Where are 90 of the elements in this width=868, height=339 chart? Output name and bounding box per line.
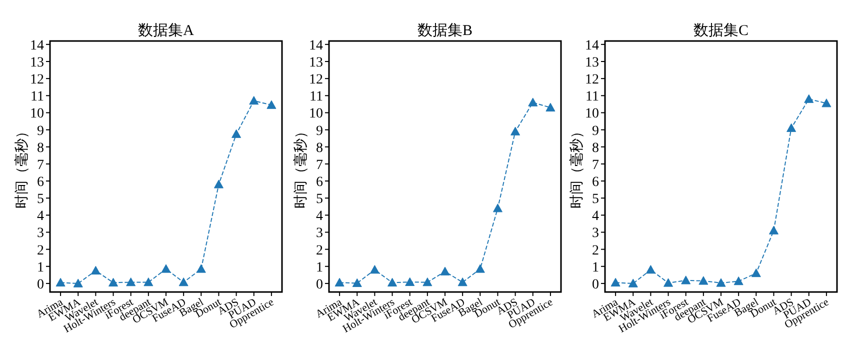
chart-title: 数据集A (138, 22, 194, 39)
chart-title: 数据集C (693, 22, 749, 39)
y-tick-label: 12 (30, 72, 44, 88)
y-tick-label: 3 (592, 226, 599, 242)
point (786, 123, 796, 132)
point (475, 264, 485, 273)
y-axis-title: 时间（毫秒） (569, 124, 585, 208)
y-tick-label: 0 (316, 277, 323, 292)
y-tick-label: 7 (592, 158, 599, 173)
y-tick-label: 4 (37, 209, 44, 224)
y-tick-label: 8 (37, 140, 44, 156)
y-tick-label: 9 (592, 124, 599, 139)
point (73, 278, 83, 288)
y-tick-label: 2 (316, 243, 323, 258)
point (214, 180, 224, 188)
point (716, 278, 726, 287)
y-tick-label: 3 (37, 226, 44, 242)
y-tick-label: 4 (592, 209, 599, 224)
point (178, 278, 188, 286)
y-tick-label: 14 (585, 38, 599, 54)
point (458, 278, 468, 286)
y-tick-label: 11 (586, 90, 599, 105)
y-tick-label: 11 (30, 90, 44, 105)
point (334, 278, 344, 286)
point (628, 278, 638, 288)
point (56, 278, 66, 286)
y-tick-label: 5 (37, 192, 44, 208)
point (822, 98, 832, 108)
y-tick-label: 7 (316, 158, 323, 173)
point (804, 94, 814, 103)
point (388, 278, 398, 286)
point (126, 278, 136, 286)
y-tick-label: 9 (316, 124, 323, 139)
point (646, 265, 656, 274)
point (352, 278, 362, 287)
point (196, 264, 206, 273)
point (492, 204, 502, 212)
y-tick-label: 0 (592, 277, 599, 292)
point (664, 278, 674, 287)
chart-title: 数据集B (417, 22, 473, 39)
y-tick-label: 12 (309, 72, 323, 88)
y-tick-label: 0 (37, 277, 44, 292)
y-tick-label: 10 (309, 106, 323, 122)
y-tick-label: 13 (309, 55, 323, 70)
point (422, 278, 432, 286)
y-tick-label: 1 (592, 260, 599, 276)
y-tick-label: 1 (37, 260, 44, 276)
y-tick-label: 8 (592, 140, 599, 156)
point (108, 278, 118, 286)
point (698, 276, 708, 285)
y-tick-label: 10 (30, 106, 44, 122)
y-tick-label: 8 (316, 140, 323, 156)
point (405, 277, 415, 286)
y-tick-label: 2 (37, 243, 44, 258)
y-tick-label: 11 (310, 90, 323, 105)
y-tick-label: 14 (309, 38, 323, 54)
y-axis-title: 时间（毫秒） (14, 124, 30, 208)
point (510, 126, 520, 136)
y-tick-label: 4 (316, 209, 323, 224)
point (144, 278, 154, 286)
y-axis-title: 时间（毫秒） (293, 124, 309, 208)
y-tick-label: 7 (37, 158, 44, 173)
point (249, 96, 259, 105)
point (751, 268, 761, 278)
y-tick-label: 13 (30, 55, 44, 70)
y-tick-label: 6 (37, 175, 44, 190)
y-tick-label: 14 (30, 38, 44, 54)
point (546, 102, 556, 112)
point (528, 98, 538, 106)
point (440, 266, 450, 276)
y-tick-label: 6 (316, 175, 323, 190)
point (266, 100, 276, 109)
point (610, 278, 620, 286)
y-tick-label: 5 (316, 192, 323, 208)
point (768, 226, 778, 234)
point (90, 266, 100, 275)
y-tick-label: 1 (316, 260, 323, 276)
y-tick-label: 13 (585, 55, 599, 70)
y-tick-label: 12 (585, 72, 599, 88)
point (370, 265, 380, 274)
y-tick-label: 3 (316, 226, 323, 242)
point (232, 129, 242, 138)
y-tick-label: 6 (592, 175, 599, 190)
y-tick-label: 10 (585, 106, 599, 122)
y-tick-label: 2 (592, 243, 599, 258)
y-tick-label: 5 (592, 192, 599, 208)
point (681, 276, 691, 284)
point (734, 276, 744, 286)
y-tick-label: 9 (37, 124, 44, 139)
point (161, 264, 171, 273)
